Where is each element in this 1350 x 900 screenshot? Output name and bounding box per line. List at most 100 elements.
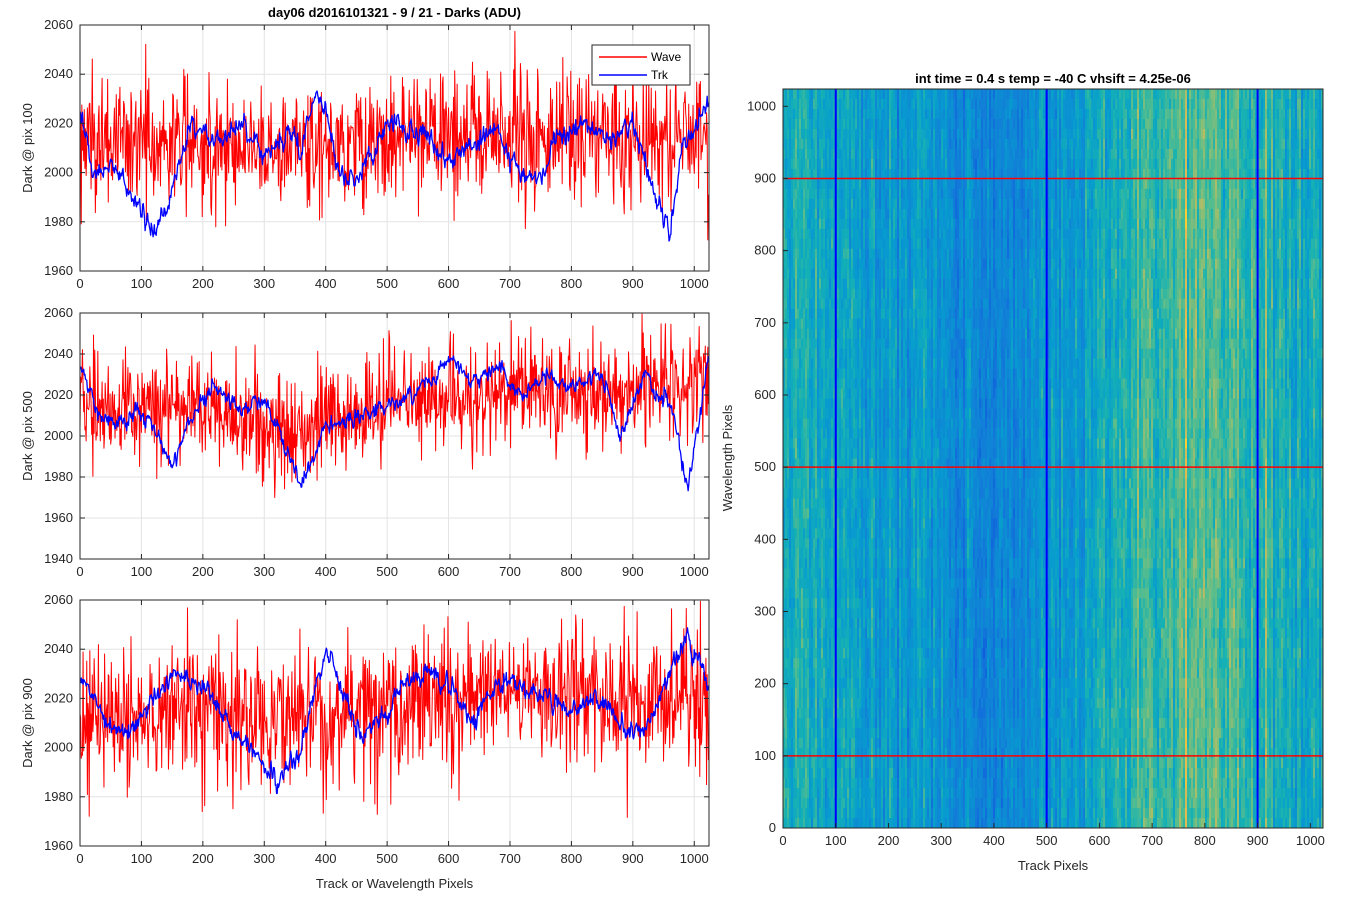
heatmap-cell	[897, 738, 900, 749]
heatmap-cell	[805, 108, 808, 120]
heatmap-cell	[809, 228, 812, 240]
heatmap-cell	[793, 758, 796, 769]
heatmap-cell	[889, 148, 892, 160]
heatmap-cell	[805, 308, 808, 319]
heatmap-cell	[855, 648, 858, 659]
heatmap-cell	[825, 548, 828, 559]
heatmap-cell	[905, 368, 908, 379]
heatmap-cell	[811, 678, 814, 689]
heatmap-cell	[853, 468, 856, 479]
heatmap-cell	[885, 378, 888, 389]
heatmap-cell	[823, 278, 826, 290]
heatmap-cell	[817, 718, 820, 729]
heatmap-cell	[877, 608, 880, 619]
heatmap-cell	[807, 618, 810, 629]
heatmap-cell	[895, 758, 898, 769]
heatmap-cell	[909, 578, 912, 589]
heatmap-cell	[871, 698, 874, 709]
heatmap-cell	[869, 518, 872, 529]
heatmap-cell	[841, 578, 844, 589]
heatmap-cell	[871, 818, 874, 829]
heatmap-cell	[907, 698, 910, 709]
heatmap-cell	[871, 738, 874, 749]
heatmap-cell	[885, 278, 888, 290]
heatmap-cell	[817, 198, 820, 210]
heatmap-cell	[839, 598, 842, 609]
heatmap-cell	[883, 338, 886, 349]
heatmap-cell	[791, 188, 794, 200]
heatmap-cell	[897, 498, 900, 509]
heatmap-cell	[859, 338, 862, 349]
heatmap-cell	[839, 778, 842, 789]
heatmap-cell	[851, 248, 854, 260]
heatmap-cell	[891, 818, 894, 829]
heatmap-cell	[883, 498, 886, 509]
heatmap-cell	[911, 258, 914, 270]
heatmap-cell	[837, 258, 840, 270]
heatmap-cell	[827, 528, 830, 539]
heatmap-cell	[889, 118, 892, 130]
heatmap-cell	[887, 218, 890, 230]
heatmap-cell	[833, 618, 836, 629]
heatmap-cell	[805, 738, 808, 749]
heatmap-cell	[837, 238, 840, 250]
heatmap-cell	[799, 148, 802, 160]
heatmap-cell	[859, 378, 862, 389]
heatmap-cell	[795, 388, 798, 399]
heatmap-cell	[815, 528, 818, 539]
heatmap-cell	[813, 718, 816, 729]
heatmap-cell	[815, 748, 818, 759]
heatmap-cell	[799, 128, 802, 140]
heatmap-cell	[883, 508, 886, 519]
heatmap-cell	[789, 788, 792, 799]
heatmap-cell	[867, 628, 870, 639]
heatmap-cell	[873, 578, 876, 589]
heatmap-cell	[815, 448, 818, 459]
heatmap-cell	[809, 558, 812, 569]
heatmap-cell	[857, 708, 860, 719]
heatmap-cell	[849, 528, 852, 539]
heatmap-cell	[793, 748, 796, 759]
heatmap-cell	[893, 178, 896, 190]
heatmap-cell	[785, 618, 788, 629]
heatmap-cell	[861, 658, 864, 669]
heatmap-cell	[889, 808, 892, 819]
heatmap-cell	[905, 658, 908, 669]
heatmap-cell	[845, 498, 848, 509]
heatmap-cell	[881, 388, 884, 399]
heatmap-cell	[909, 558, 912, 569]
heatmap-cell	[905, 288, 908, 300]
heatmap-cell	[897, 168, 900, 180]
heatmap-cell	[885, 218, 888, 230]
heatmap-cell	[881, 378, 884, 389]
heatmap-cell	[821, 678, 824, 689]
heatmap-cell	[805, 508, 808, 519]
heatmap-cell	[895, 468, 898, 479]
heatmap-cell	[789, 588, 792, 599]
heatmap-cell	[843, 298, 846, 310]
heatmap-cell	[787, 258, 790, 270]
heatmap-cell	[879, 118, 882, 130]
heatmap-cell	[875, 368, 878, 379]
heatmap-cell	[841, 408, 844, 419]
heatmap-cell	[875, 298, 878, 310]
heatmap-cell	[833, 218, 836, 230]
heatmap-cell	[885, 188, 888, 200]
heatmap-cell	[823, 188, 826, 200]
heatmap-cell	[843, 308, 846, 319]
heatmap-cell	[859, 368, 862, 379]
heatmap-cell	[863, 448, 866, 459]
heatmap-cell	[865, 208, 868, 220]
heatmap-cell	[873, 298, 876, 310]
heatmap-cell	[895, 148, 898, 160]
heatmap-cell	[795, 138, 798, 150]
heatmap-cell	[891, 768, 894, 779]
heatmap-cell	[843, 808, 846, 819]
heatmap-cell	[839, 318, 842, 329]
heatmap-cell	[803, 128, 806, 140]
heatmap-cell	[873, 278, 876, 290]
heatmap-cell	[819, 128, 822, 140]
x-tick-label: 900	[622, 276, 644, 291]
heatmap-cell	[881, 518, 884, 529]
heatmap-cell	[833, 348, 836, 359]
